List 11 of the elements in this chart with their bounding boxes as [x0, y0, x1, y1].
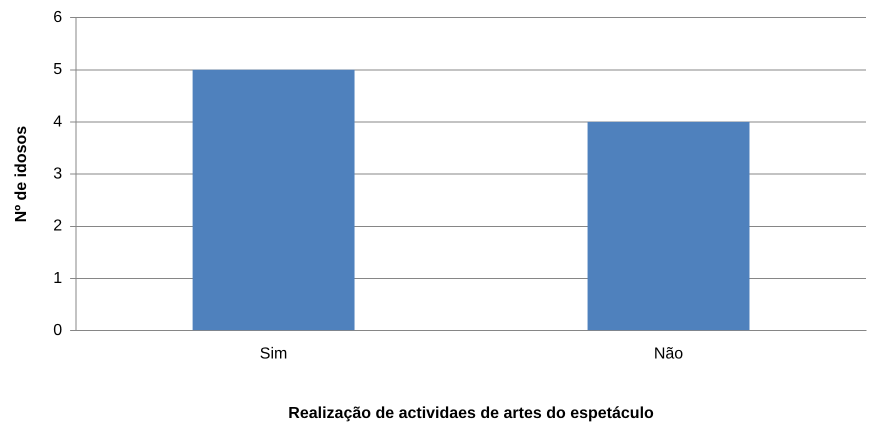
x-axis-title: Realização de actividaes de artes do espetáculo [288, 404, 654, 422]
y-tick-label: 0 [53, 322, 62, 340]
y-tick-label: 5 [53, 61, 62, 78]
y-tick-label: 2 [53, 218, 62, 235]
y-tick-label: 4 [53, 113, 62, 130]
x-tick-label: Sim [260, 346, 288, 363]
x-tick-label: Não [654, 346, 684, 363]
y-tick-label: 1 [53, 270, 62, 287]
y-axis-title: Nº de idosos [13, 126, 30, 222]
y-tick-label: 3 [53, 166, 62, 183]
y-tick-label: 6 [53, 9, 62, 26]
